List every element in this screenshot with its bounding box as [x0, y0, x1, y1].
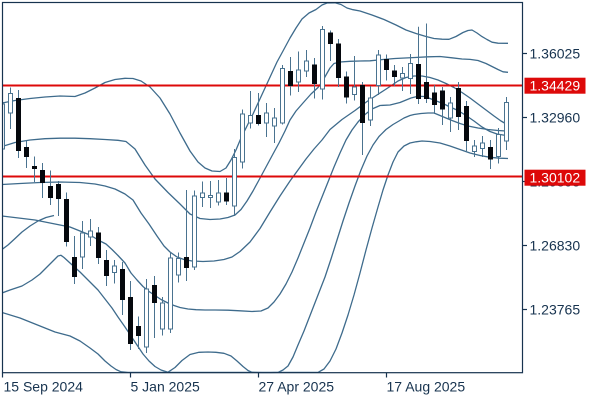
- svg-text:1.23765: 1.23765: [530, 302, 581, 318]
- svg-text:1.34429: 1.34429: [530, 78, 581, 94]
- svg-text:1.30102: 1.30102: [530, 170, 581, 186]
- svg-text:1.36025: 1.36025: [530, 46, 581, 62]
- svg-text:1.32960: 1.32960: [530, 110, 581, 126]
- svg-text:1.26830: 1.26830: [530, 238, 581, 254]
- svg-text:5 Jan 2025: 5 Jan 2025: [131, 379, 200, 395]
- svg-text:15 Sep 2024: 15 Sep 2024: [4, 379, 84, 395]
- svg-text:17 Aug 2025: 17 Aug 2025: [387, 379, 466, 395]
- svg-text:27 Apr 2025: 27 Apr 2025: [259, 379, 335, 395]
